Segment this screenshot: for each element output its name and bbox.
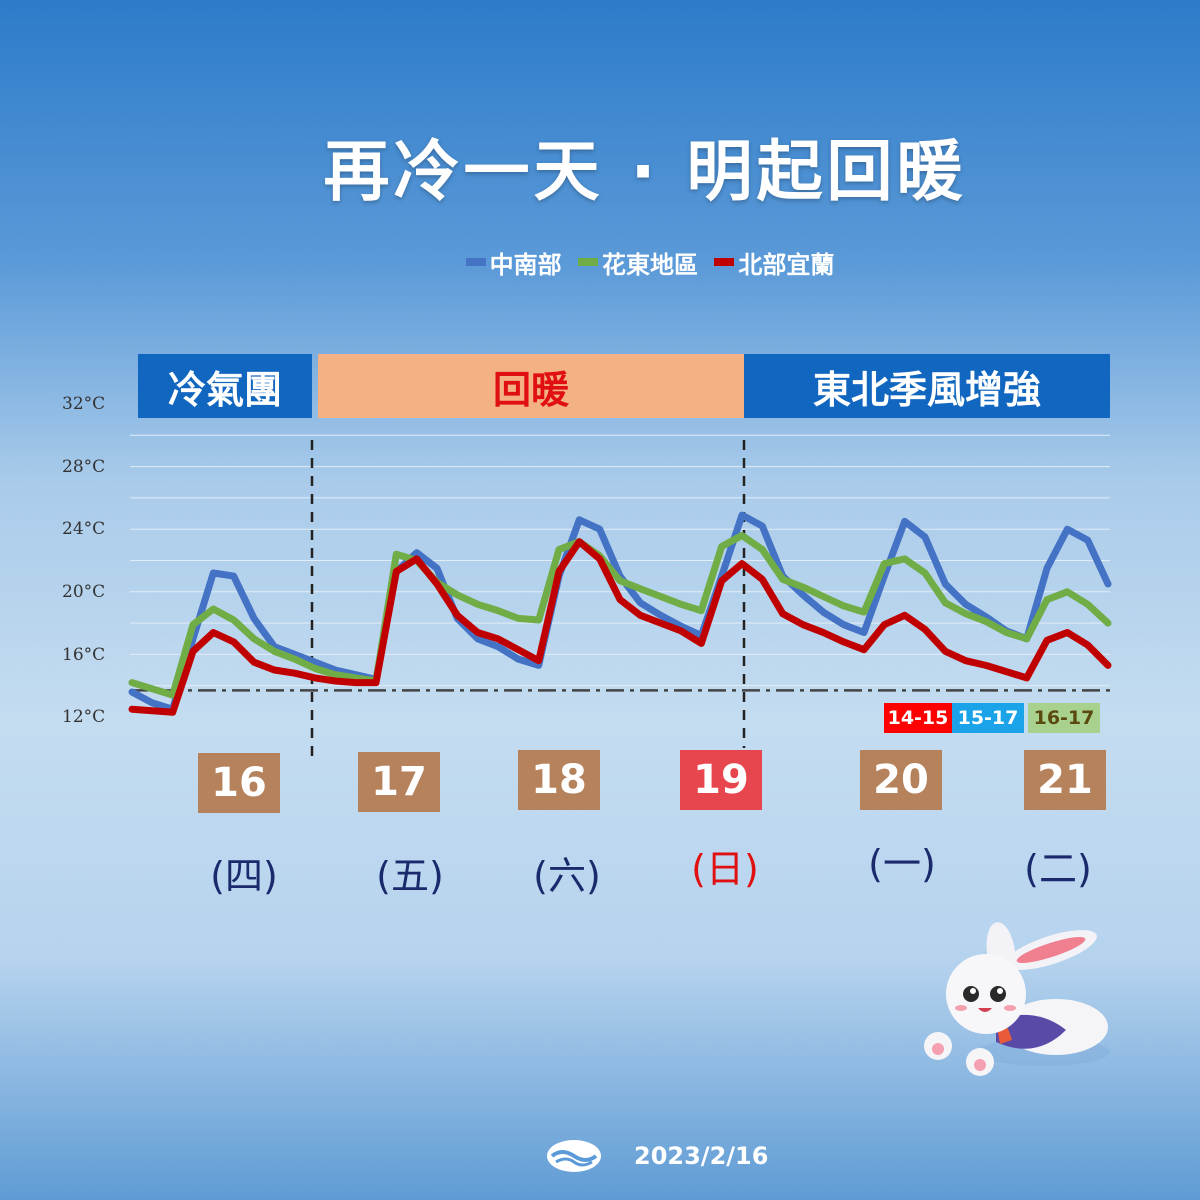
- y-tick-label: 28°C: [62, 457, 106, 477]
- weekday-label: (五): [376, 854, 444, 898]
- legend-swatch: [578, 258, 598, 266]
- legend-label: 中南部: [489, 250, 562, 279]
- series-line-花東地區: [128, 532, 1112, 699]
- cwb-logo-icon: [547, 1140, 601, 1172]
- y-tick-label: 24°C: [62, 519, 106, 539]
- weekday-label: (二): [1024, 847, 1092, 891]
- y-tick-label: 12°C: [62, 707, 106, 727]
- series-lines: [128, 511, 1112, 716]
- banner-northeast-monsoon: 東北季風增強: [744, 354, 1110, 418]
- weekday-label: (一): [868, 842, 936, 886]
- legend-label: 花東地區: [602, 250, 698, 279]
- y-tick-label: 32°C: [62, 394, 106, 414]
- banner-warming: 回暖: [318, 354, 744, 418]
- weekday-label: (六): [533, 854, 601, 898]
- day-box-17: 17: [358, 752, 440, 812]
- day-box-21: 21: [1024, 750, 1106, 810]
- day-box-18: 18: [518, 750, 600, 810]
- legend-item-east: 花東地區: [578, 245, 698, 280]
- legend-swatch: [465, 258, 486, 266]
- legend-swatch: [714, 258, 735, 266]
- weekday-label: (日): [691, 847, 759, 891]
- legend-item-central-south: 中南部: [465, 245, 562, 280]
- weekday-label: (四): [210, 854, 278, 898]
- footer-date: 2023/2/16: [634, 1142, 769, 1170]
- banner-cold-air-mass: 冷氣團: [138, 354, 312, 418]
- day-box-20: 20: [860, 750, 942, 810]
- chart-legend: 中南部 花東地區 北部宜蘭: [0, 244, 1200, 280]
- y-tick-label: 16°C: [62, 645, 106, 665]
- day-box-16: 16: [198, 753, 280, 813]
- range-tag-central-south: 15-17: [952, 703, 1024, 733]
- day-box-19: 19: [680, 750, 762, 810]
- series-line-北部宜蘭: [128, 538, 1112, 716]
- page-title: 再冷一天 · 明起回暖: [323, 133, 967, 210]
- period-dividers: [310, 440, 746, 760]
- y-tick-label: 20°C: [62, 582, 106, 602]
- range-tag-east: 16-17: [1028, 703, 1100, 733]
- legend-label: 北部宜蘭: [738, 250, 835, 279]
- range-tag-north: 14-15: [884, 703, 952, 733]
- rabbit-mascot-icon: [924, 922, 1110, 1076]
- legend-item-north: 北部宜蘭: [714, 245, 834, 280]
